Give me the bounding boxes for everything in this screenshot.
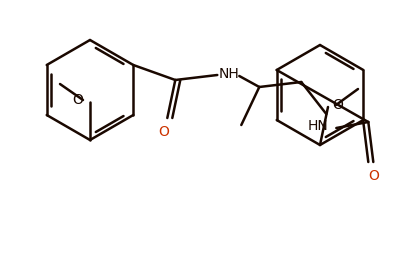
Text: NH: NH — [219, 67, 240, 81]
Text: O: O — [333, 98, 343, 112]
Text: O: O — [72, 93, 83, 107]
Text: HN: HN — [308, 119, 329, 133]
Text: O: O — [368, 169, 379, 183]
Text: O: O — [158, 125, 169, 139]
